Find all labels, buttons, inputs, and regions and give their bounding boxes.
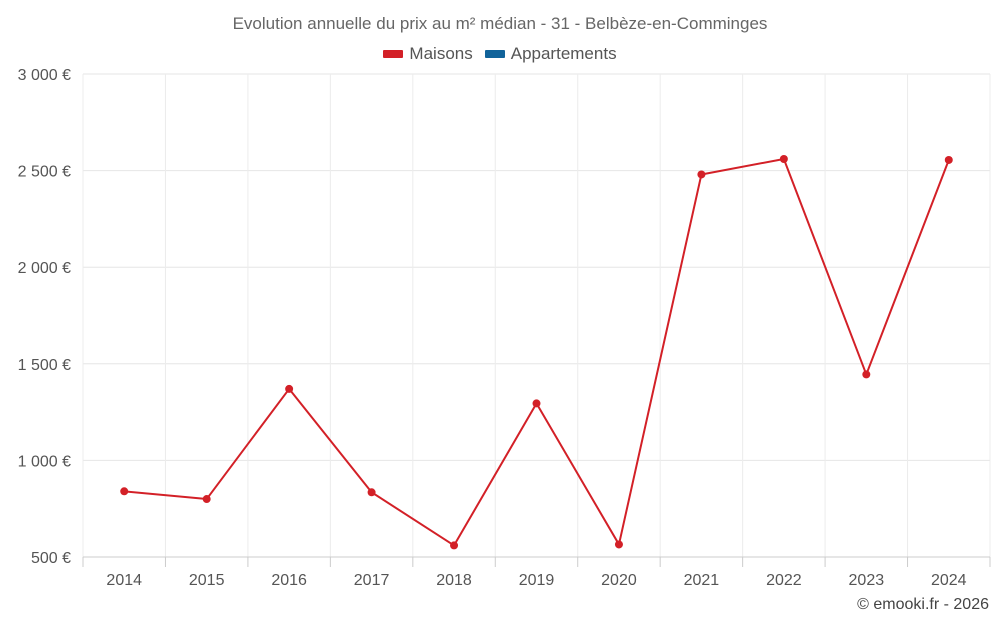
credits[interactable]: © emooki.fr - 2026 — [857, 596, 989, 613]
x-tick-label: 2016 — [271, 572, 307, 589]
data-point[interactable] — [779, 155, 788, 164]
x-tick-label: 2019 — [519, 572, 555, 589]
legend-item-maisons[interactable]: Maisons — [383, 44, 473, 64]
x-tick-label: 2020 — [601, 572, 637, 589]
x-tick-label: 2018 — [436, 572, 472, 589]
legend: Maisons Appartements — [0, 44, 1000, 64]
y-tick-label: 500 € — [31, 550, 71, 567]
data-point[interactable] — [614, 540, 623, 549]
data-point[interactable] — [202, 495, 211, 504]
x-tick-label: 2022 — [766, 572, 802, 589]
data-point[interactable] — [367, 488, 376, 497]
legend-swatch-maisons — [383, 50, 404, 58]
chart-title: Evolution annuelle du prix au m² médian … — [232, 14, 768, 33]
y-tick-label: 1 000 € — [18, 453, 71, 470]
data-point[interactable] — [944, 155, 953, 164]
legend-item-appartements[interactable]: Appartements — [484, 44, 617, 64]
x-tick-label: 2021 — [684, 572, 720, 589]
data-point[interactable] — [862, 370, 871, 379]
x-tick-label: 2024 — [931, 572, 967, 589]
grid — [82, 73, 991, 558]
data-point[interactable] — [120, 487, 129, 496]
data-point[interactable] — [532, 399, 541, 408]
y-tick-label: 2 500 € — [18, 164, 71, 181]
y-tick-label: 3 000 € — [18, 67, 71, 84]
series-layer — [120, 155, 953, 550]
y-tick-label: 1 500 € — [18, 357, 71, 374]
data-point[interactable] — [450, 541, 459, 550]
x-tick-label: 2017 — [354, 572, 390, 589]
x-tick-label: 2014 — [106, 572, 142, 589]
y-tick-label: 2 000 € — [18, 260, 71, 277]
data-point[interactable] — [697, 170, 706, 179]
x-tick-label: 2015 — [189, 572, 225, 589]
legend-label-maisons: Maisons — [409, 44, 473, 63]
data-point[interactable] — [285, 384, 294, 393]
legend-swatch-appartements — [484, 50, 505, 58]
x-tick-label: 2023 — [849, 572, 885, 589]
legend-label-appartements: Appartements — [510, 44, 617, 63]
axes: 500 € 1 000 € 1 500 € 2 000 € 2 500 € 3 000 €… — [18, 67, 991, 589]
